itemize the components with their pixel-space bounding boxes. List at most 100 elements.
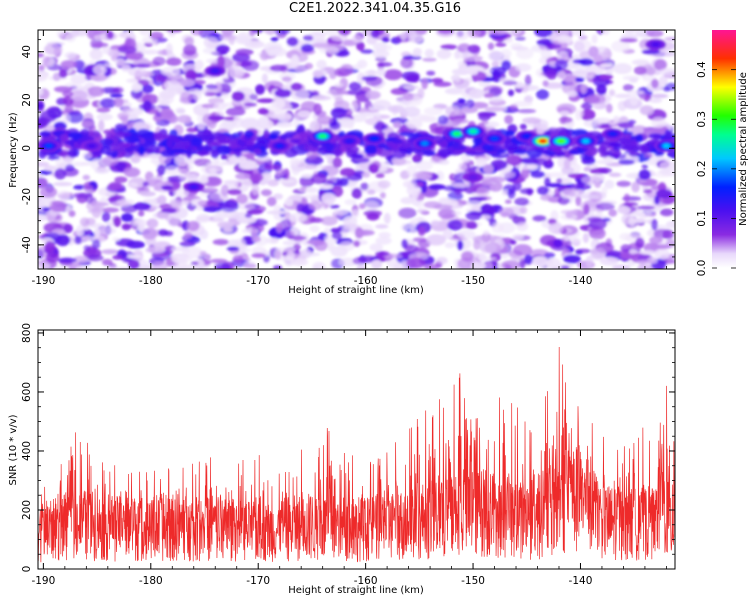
heatmap-cell bbox=[482, 164, 494, 174]
heatmap-cell bbox=[516, 221, 529, 232]
heatmap-cell bbox=[334, 145, 341, 157]
heatmap-cell bbox=[644, 30, 653, 34]
heatmap-cell bbox=[248, 163, 258, 170]
heatmap-cell bbox=[206, 58, 221, 64]
heatmap-cell bbox=[415, 160, 433, 171]
heatmap-cell bbox=[66, 111, 84, 124]
heatmap-cell bbox=[38, 161, 50, 167]
heatmap-hotspot bbox=[469, 129, 477, 134]
heatmap-cell bbox=[89, 48, 103, 60]
heatmap-cell bbox=[475, 157, 487, 168]
y-tick-label: 200 bbox=[21, 500, 33, 520]
heatmap-cell bbox=[372, 99, 392, 111]
spectrogram-ylabel: Frequency (Hz) bbox=[8, 112, 19, 188]
heatmap-cell bbox=[514, 197, 530, 206]
heatmap-cell bbox=[635, 134, 644, 143]
heatmap-cell bbox=[476, 186, 490, 197]
heatmap-cell bbox=[369, 164, 379, 173]
heatmap-cell bbox=[374, 112, 382, 118]
heatmap-cell bbox=[384, 69, 403, 81]
heatmap-cell bbox=[187, 163, 194, 171]
heatmap-cell bbox=[662, 229, 674, 240]
heatmap-cell bbox=[504, 114, 514, 125]
heatmap-cell bbox=[524, 74, 532, 87]
heatmap-cell bbox=[658, 169, 671, 175]
heatmap-cell bbox=[333, 108, 349, 114]
heatmap-cell bbox=[43, 165, 56, 172]
heatmap-cell bbox=[347, 124, 354, 129]
heatmap-cell bbox=[272, 114, 293, 119]
heatmap-cell bbox=[142, 181, 150, 187]
heatmap-cell bbox=[107, 47, 120, 58]
heatmap-cell bbox=[244, 102, 257, 107]
heatmap-cell bbox=[274, 88, 292, 98]
heatmap-cell bbox=[299, 175, 315, 188]
heatmap-cell bbox=[537, 186, 549, 195]
colorbar-strip bbox=[712, 30, 736, 268]
colorbar-tick-label: 0.0 bbox=[696, 260, 708, 277]
heatmap-cell bbox=[257, 116, 270, 126]
heatmap-cell bbox=[309, 120, 321, 132]
heatmap-cell bbox=[575, 77, 585, 83]
heatmap-cell bbox=[447, 219, 463, 231]
heatmap-cell bbox=[256, 98, 277, 103]
heatmap-cell bbox=[263, 41, 283, 54]
heatmap-cell bbox=[137, 79, 150, 86]
heatmap-cell bbox=[509, 104, 518, 111]
heatmap-cell bbox=[469, 55, 483, 62]
heatmap-cell bbox=[290, 88, 310, 101]
heatmap-cell bbox=[578, 58, 594, 66]
heatmap-hotspot bbox=[88, 143, 96, 149]
heatmap-cell bbox=[501, 60, 512, 71]
heatmap-cell bbox=[311, 42, 331, 48]
heatmap-cell bbox=[433, 204, 453, 210]
heatmap-cell bbox=[635, 259, 655, 264]
heatmap-cell bbox=[481, 119, 489, 125]
heatmap-cell bbox=[408, 220, 416, 230]
heatmap-cell bbox=[284, 198, 294, 207]
heatmap-cell bbox=[452, 118, 469, 124]
heatmap-cell bbox=[422, 57, 437, 62]
heatmap-cell bbox=[460, 153, 471, 163]
heatmap-cell bbox=[351, 188, 362, 199]
heatmap-cell bbox=[160, 108, 174, 120]
heatmap-cell bbox=[191, 137, 203, 147]
x-tick-label: -150 bbox=[461, 575, 485, 587]
heatmap-cell bbox=[227, 188, 242, 195]
heatmap-cell bbox=[376, 62, 393, 67]
heatmap-cell bbox=[316, 115, 333, 125]
heatmap-cell bbox=[79, 217, 90, 227]
heatmap-cell bbox=[291, 165, 300, 176]
heatmap-cell bbox=[123, 167, 141, 178]
heatmap-cell bbox=[158, 229, 169, 237]
x-tick-label: -170 bbox=[246, 275, 270, 287]
heatmap-cell bbox=[119, 115, 129, 121]
heatmap-cell bbox=[113, 86, 124, 94]
y-tick-label: 0 bbox=[21, 566, 33, 573]
heatmap-cell bbox=[470, 261, 486, 269]
heatmap-cell bbox=[175, 107, 186, 115]
heatmap-cell bbox=[179, 241, 196, 247]
heatmap-cell bbox=[513, 100, 533, 107]
heatmap-cell bbox=[606, 148, 622, 158]
heatmap-cell bbox=[544, 252, 556, 259]
heatmap-cell bbox=[187, 246, 203, 259]
heatmap-cell bbox=[378, 232, 391, 239]
heatmap-cell bbox=[225, 107, 246, 117]
heatmap-cell bbox=[62, 95, 74, 107]
heatmap-cell bbox=[467, 69, 479, 76]
heatmap-hotspot bbox=[421, 141, 429, 146]
heatmap-cell bbox=[406, 118, 423, 129]
heatmap-cell bbox=[53, 181, 73, 187]
heatmap-cell bbox=[228, 34, 236, 46]
heatmap-cell bbox=[244, 213, 253, 218]
heatmap-cell bbox=[415, 199, 425, 209]
heatmap-cell bbox=[472, 135, 483, 146]
heatmap-cell bbox=[211, 149, 219, 159]
heatmap-cell bbox=[505, 30, 523, 35]
colorbar-tick-label: 0.4 bbox=[696, 61, 708, 78]
heatmap-cell bbox=[505, 154, 523, 166]
heatmap-cell bbox=[404, 85, 419, 90]
heatmap-cell bbox=[552, 146, 562, 153]
heatmap-cell bbox=[300, 186, 307, 191]
